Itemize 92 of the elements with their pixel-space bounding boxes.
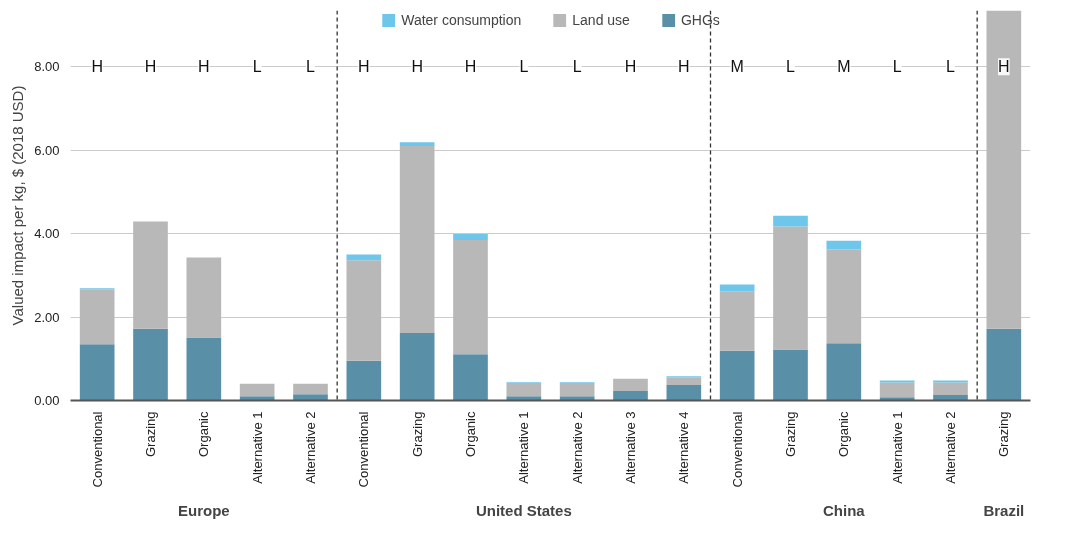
bar (933, 395, 968, 401)
bar (986, 328, 1022, 401)
legend-label: Land use (572, 12, 630, 28)
bar (773, 215, 808, 227)
bar (453, 239, 488, 355)
annotation: H (464, 58, 477, 76)
y-tick-label: 8.00 (34, 59, 60, 75)
annotation: H (198, 58, 210, 76)
bar (346, 260, 382, 361)
bar (613, 390, 648, 401)
bar (399, 146, 435, 333)
legend-label: Water consumption (401, 12, 522, 28)
annotation: L (252, 58, 262, 76)
annotation: M (730, 58, 744, 76)
text: China (823, 501, 866, 519)
x-tick-label: Organic (836, 411, 852, 458)
x-tick-label: Organic (463, 411, 478, 458)
bar (933, 382, 968, 396)
x-tick-label: Alternative 4 (676, 411, 692, 484)
text: Brazil (983, 501, 1025, 519)
bar (826, 240, 862, 250)
bar (559, 396, 595, 401)
bar (826, 249, 862, 344)
x-tick-label: Grazing (143, 411, 158, 458)
bar (293, 394, 328, 401)
x-tick-label: Grazing (409, 411, 425, 458)
bar (613, 378, 648, 391)
bar (506, 382, 542, 397)
bar (506, 396, 542, 401)
x-tick-label: Grazing (996, 411, 1012, 458)
x-tick-label: Alternative 1 (249, 411, 265, 484)
bar (399, 332, 435, 401)
bar (239, 383, 275, 397)
x-tick-label: Alternative 3 (623, 411, 638, 484)
text: United States (475, 501, 572, 519)
bar (933, 380, 968, 383)
annotation: H (998, 58, 1010, 76)
bar (826, 343, 862, 401)
y-tick-label: 2.00 (34, 309, 60, 325)
x-tick-label: Alternative 2 (569, 411, 585, 484)
bar (346, 360, 382, 401)
bar (773, 349, 808, 401)
bar (133, 328, 168, 401)
bar (79, 344, 115, 401)
x-tick-label: Grazing (783, 411, 798, 458)
bar (879, 380, 915, 383)
annotation: H (144, 58, 157, 76)
annotation: H (91, 58, 103, 76)
y-tick-label: 4.00 (34, 226, 60, 242)
bar (453, 234, 488, 240)
annotation: L (519, 58, 529, 76)
bar (559, 382, 595, 397)
bar (453, 354, 488, 401)
x-tick-label: Alternative 1 (889, 411, 905, 484)
bar (293, 383, 328, 395)
bar (879, 382, 915, 398)
annotation: H (411, 58, 423, 76)
bar (666, 377, 702, 386)
annotation: L (892, 58, 902, 76)
bar (186, 337, 222, 401)
annotation: L (786, 58, 796, 76)
legend-label: GHGs (680, 12, 720, 28)
x-tick-label: Organic (196, 411, 212, 458)
bar (186, 257, 222, 338)
bar (239, 396, 275, 401)
x-tick-label: Conventional (729, 411, 745, 488)
annotation: L (572, 58, 582, 76)
annotation: M (837, 58, 851, 76)
annotation: H (624, 58, 637, 76)
bar (666, 385, 702, 401)
bar (719, 291, 755, 351)
y-axis-title: Valued impact per kg, $ (2018 USD) (9, 85, 27, 326)
x-tick-label: Conventional (356, 411, 372, 488)
bar (399, 142, 435, 147)
bar (986, 10, 1022, 329)
bar (879, 397, 915, 401)
x-tick-label: Alternative 1 (516, 411, 532, 484)
annotation: H (358, 58, 370, 76)
x-tick-label: Alternative 2 (303, 411, 318, 484)
y-tick-label: 6.00 (34, 142, 60, 158)
bar (133, 221, 168, 329)
bar (773, 226, 808, 350)
x-tick-label: Alternative 2 (943, 411, 958, 484)
annotation: L (306, 58, 316, 76)
bar (79, 289, 115, 345)
annotation: H (678, 58, 690, 76)
x-tick-label: Conventional (89, 411, 105, 488)
y-tick-label: 0.00 (34, 393, 60, 408)
annotation: L (946, 58, 956, 76)
text: Europe (178, 501, 230, 519)
bar (719, 350, 755, 401)
bar (719, 284, 755, 292)
